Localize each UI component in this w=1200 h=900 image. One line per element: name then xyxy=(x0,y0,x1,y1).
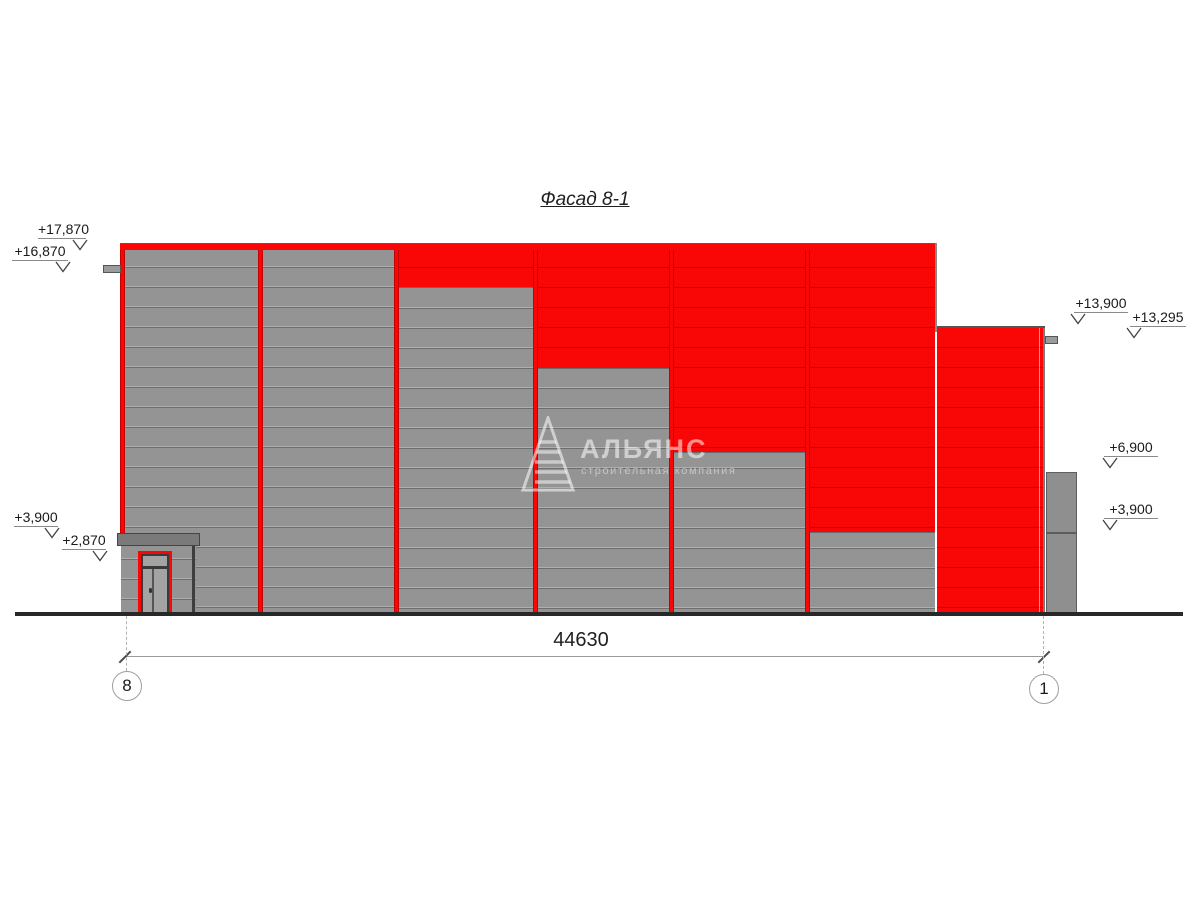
elevation-marker: +13,900 xyxy=(1074,295,1128,313)
elevation-label: +6,900 xyxy=(1109,439,1153,455)
axis-circle-1: 1 xyxy=(1029,674,1059,704)
elevation-marker: +2,870 xyxy=(62,532,106,550)
facade-panel-red-bay4 xyxy=(538,250,669,368)
entrance-canopy xyxy=(117,533,200,546)
elevation-label: +13,900 xyxy=(1075,295,1127,311)
dimension-tick xyxy=(118,650,132,664)
bay-divider-stripe xyxy=(394,250,399,613)
canopy-bracket-left xyxy=(103,265,121,273)
elevation-label: +3,900 xyxy=(14,509,58,525)
bay-divider-stripe xyxy=(258,250,263,613)
corner-stripe-left xyxy=(120,250,125,534)
dimension-line xyxy=(125,656,1044,657)
entrance-door xyxy=(143,556,167,613)
elevation-arrow-icon xyxy=(72,239,88,251)
facade-panel-gray-bay5 xyxy=(674,452,805,613)
elevation-label: +2,870 xyxy=(62,532,106,548)
dimension-value: 44630 xyxy=(553,629,609,651)
facade-panel-red-bay6 xyxy=(810,250,935,532)
porch-corner-post xyxy=(192,546,195,613)
elevation-label: +16,870 xyxy=(14,243,66,259)
axis-dashed-line xyxy=(126,616,127,671)
door-handle xyxy=(149,588,152,593)
elevation-marker: +13,295 xyxy=(1130,309,1186,327)
facade-panel-gray-bay2 xyxy=(263,250,394,613)
elevation-marker: +16,870 xyxy=(12,243,68,261)
elevation-marker: +3,900 xyxy=(14,509,58,527)
elevation-arrow-icon xyxy=(92,550,108,562)
door-transom-bar xyxy=(141,566,169,569)
elevation-arrow-icon xyxy=(1126,327,1142,339)
facade-panel-gray-bay6 xyxy=(810,532,935,613)
axis-label: 8 xyxy=(122,676,132,695)
drawing-title: Фасад 8-1 xyxy=(540,189,630,210)
axis-label: 1 xyxy=(1039,679,1049,698)
facade-panel-red-lower-volume xyxy=(937,328,1045,613)
elevation-arrow-icon xyxy=(44,527,60,539)
bay-divider-stripe xyxy=(805,250,810,613)
elevation-label: +3,900 xyxy=(1109,501,1153,517)
elevation-arrow-icon xyxy=(55,261,71,273)
elevation-marker: +6,900 xyxy=(1104,439,1158,457)
ground-line xyxy=(15,612,1183,616)
elevation-arrow-icon xyxy=(1102,519,1118,531)
facade-panel-red-bay5 xyxy=(674,250,805,452)
facade-panel-red-bay3 xyxy=(399,250,533,287)
lower-volume-cap-outline xyxy=(937,326,1045,328)
elevation-arrow-icon xyxy=(1070,313,1086,325)
adjacent-wall-seam xyxy=(1046,532,1077,534)
lower-volume-edge-seam xyxy=(1039,328,1040,613)
elevation-marker: +3,900 xyxy=(1104,501,1158,519)
axis-dashed-line xyxy=(1043,616,1044,674)
bay-divider-stripe xyxy=(669,250,674,613)
axis-circle-8: 8 xyxy=(112,671,142,701)
facade-panel-gray-bay4 xyxy=(538,368,669,613)
elevation-label: +17,870 xyxy=(38,221,89,237)
parapet-band xyxy=(120,243,937,250)
canopy-bracket-right xyxy=(1045,336,1058,344)
door-leaf-mullion xyxy=(152,569,154,613)
tall-volume-right-outline xyxy=(935,243,937,332)
elevation-marker: +17,870 xyxy=(38,221,89,239)
elevation-arrow-icon xyxy=(1102,457,1118,469)
facade-panel-gray-bay1 xyxy=(125,250,258,613)
facade-panel-gray-bay3 xyxy=(399,287,533,613)
elevation-label: +13,295 xyxy=(1132,309,1184,325)
adjacent-wall-block xyxy=(1046,472,1077,613)
dimension-tick xyxy=(1037,650,1051,664)
